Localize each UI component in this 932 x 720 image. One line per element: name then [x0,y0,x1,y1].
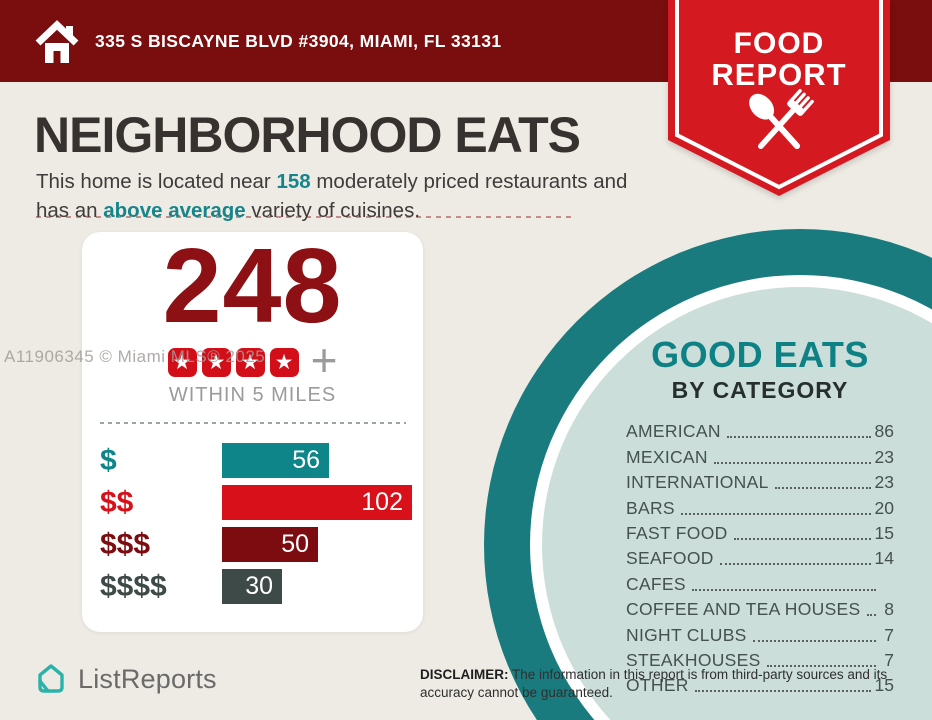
spoon-fork-icon [749,89,814,150]
bar-value: 56 [292,446,320,474]
dot-leader [691,588,876,591]
category-label: INTERNATIONAL [626,472,769,493]
price-tier-bar-chart: $56 $$ 102 $$$ 50 $$$$ 30 [82,443,423,611]
bar: 50 [222,527,318,562]
category-value: 86 [874,421,894,442]
dashed-divider [100,422,406,424]
bar-row: $56 [82,443,423,478]
bar-row: $$ 102 [82,485,423,520]
summary-sentence: This home is located near 158 moderately… [36,168,627,225]
category-value: 8 [884,599,894,620]
disclaimer: DISCLAIMER: The information in this repo… [420,666,914,702]
category-row: BARS 20 [626,493,894,518]
good-eats-subtitle: BY CATEGORY [671,377,849,403]
category-row: INTERNATIONAL 23 [626,468,894,493]
category-label: MEXICAN [626,446,708,467]
category-row: CAFES [626,569,894,594]
subtitle-text: moderately priced restaurants and [310,170,628,193]
category-label: FAST FOOD [626,522,728,543]
dot-leader [680,512,871,515]
category-label: STEAKHOUSES [626,649,761,670]
restaurant-summary-card: 248 ★ ★ ★ ★ + WITHIN 5 MILES $56 $$ 102 $$$ 50 $… [82,232,423,632]
subtitle-text: has an [36,198,104,222]
category-value: 20 [874,497,894,518]
bar-row: $$$ 50 [82,527,423,562]
star-icons: ★ ★ ★ ★ [167,348,299,377]
pennant-shape [668,0,890,196]
category-value: 7 [884,624,894,645]
bar-value: 30 [245,572,273,600]
category-label: AMERICAN [626,421,721,442]
food-report-badge: FOOD REPORT [668,0,890,198]
category-row: SEAFOOD 14 [626,544,894,569]
category-label: COFFEE AND TEA HOUSES [626,599,861,620]
category-label: NIGHT CLUBS [626,624,747,645]
dotted-divider [36,216,576,218]
bar: 102 [222,485,412,520]
category-row: AMERICAN 86 [626,417,894,442]
dot-leader [694,690,871,693]
dot-leader [752,639,876,642]
category-value: 15 [874,522,894,543]
page-title: NEIGHBORHOOD EATS [34,107,581,163]
category-label: OTHER [626,675,689,696]
listreports-logo-icon [38,664,64,693]
bar: 30 [222,569,282,604]
disclaimer-text: The information in this report is from t… [420,667,888,700]
dot-leader [766,664,876,667]
category-label: BARS [626,497,675,518]
price-tier-label: $$ [100,486,134,519]
good-eats-panel: GOOD EATS BY CATEGORY AMERICAN 86 MEXICAN 2… [626,334,894,696]
price-tier-label: $ [100,444,117,477]
category-value: 15 [874,675,894,696]
disclaimer-label: DISCLAIMER: [420,667,509,682]
category-label: CAFES [626,573,686,594]
bar-value: 50 [281,530,309,558]
brand-footer: ListReports [34,662,217,696]
dot-leader [866,614,876,617]
category-value: 23 [874,446,894,467]
restaurant-count: 158 [276,170,311,193]
category-row: OTHER 15 [626,671,894,696]
bar-row: $$$$ 30 [82,569,423,604]
dot-leader [774,487,871,490]
dot-leader [733,537,871,540]
star-icon: ★ [269,348,299,377]
star-rating: ★ ★ ★ ★ + [82,334,423,386]
mls-watermark: A11906345 © Miami MLS® 2025 [4,347,266,366]
price-tier-label: $$$ [100,528,151,561]
category-row: MEXICAN 23 [626,442,894,467]
good-eats-title: GOOD EATS [651,334,869,375]
category-value: 23 [874,472,894,493]
bar: 56 [222,443,329,478]
brand-name: ListReports [78,663,217,694]
category-row: FAST FOOD 15 [626,519,894,544]
star-icon: ★ [167,348,197,377]
dot-leader [713,461,871,464]
category-row: NIGHT CLUBS 7 [626,620,894,645]
category-row: COFFEE AND TEA HOUSES 8 [626,595,894,620]
price-tier-label: $$$$ [100,570,167,603]
subtitle-text: variety of cuisines. [245,198,421,222]
star-icon: ★ [235,348,265,377]
category-row: STEAKHOUSES 7 [626,646,894,671]
total-restaurants: 248 [162,227,343,345]
radius-caption: WITHIN 5 MILES [168,384,337,406]
bar-value: 102 [361,488,403,516]
dot-leader [726,436,871,439]
badge-line-report: REPORT [711,57,847,92]
category-value: 7 [884,649,894,670]
dot-leader [719,563,871,566]
variety-rating: above average [103,198,246,222]
badge-line-food: FOOD [733,27,825,60]
star-icon: ★ [201,348,231,377]
subtitle-text: This home is located near [36,170,277,193]
category-label: SEAFOOD [626,548,714,569]
category-value: 14 [874,548,894,569]
property-address: 335 S BISCAYNE BLVD #3904, MIAMI, FL 331… [95,30,502,51]
category-list: AMERICAN 86 MEXICAN 23 INTERNATIONAL 23 BARS 20… [626,417,894,696]
home-icon [35,20,79,63]
plus-icon: + [310,334,338,386]
